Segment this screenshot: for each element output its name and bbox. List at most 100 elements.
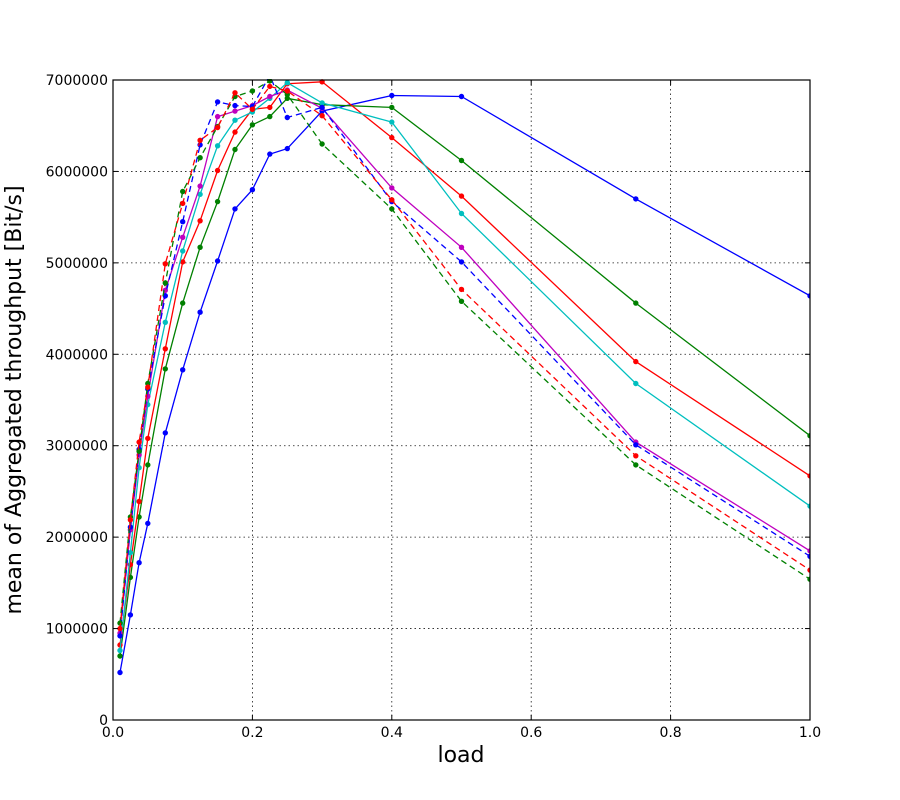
y-tick-label: 2000000: [46, 530, 108, 546]
x-tick-label: 0.4: [381, 725, 403, 741]
data-point: [389, 119, 395, 125]
data-point: [633, 380, 639, 387]
x-axis-label: load: [437, 743, 484, 768]
data-point: [249, 106, 256, 113]
grid-lines: [113, 80, 810, 720]
series-3: [117, 79, 810, 648]
data-point: [267, 104, 273, 111]
data-point: [249, 88, 256, 94]
y-tick-label: 1000000: [46, 622, 108, 638]
data-point: [214, 113, 221, 120]
data-point: [284, 114, 290, 121]
data-point: [214, 258, 221, 264]
data-point: [389, 134, 395, 141]
data-point: [197, 218, 203, 224]
data-point: [284, 80, 290, 86]
data-point: [232, 146, 238, 153]
data-point: [180, 188, 186, 195]
data-point: [232, 90, 238, 96]
data-point: [389, 92, 395, 99]
data-point: [136, 448, 142, 454]
data-point: [180, 234, 186, 241]
data-point: [319, 104, 325, 111]
x-tick-label: 1.0: [799, 725, 821, 741]
y-tick-label: 4000000: [46, 347, 108, 363]
data-point: [145, 384, 151, 390]
data-point: [268, 73, 272, 77]
data-point: [117, 633, 123, 639]
y-tick-label: 6000000: [46, 164, 108, 180]
series-line: [119, 80, 810, 624]
data-point: [197, 244, 203, 251]
data-point: [197, 309, 203, 315]
plot-frame: [112, 79, 811, 721]
data-point: [633, 196, 639, 202]
data-point: [633, 453, 639, 459]
data-point: [458, 210, 465, 217]
data-point: [136, 439, 142, 445]
y-tick-label: 0: [99, 713, 108, 729]
series-line: [119, 85, 810, 629]
x-tick-label: 0.2: [241, 725, 263, 741]
data-point: [162, 280, 169, 286]
series-5: [117, 87, 810, 636]
data-point: [633, 358, 639, 365]
data-point: [267, 151, 273, 157]
data-point: [117, 625, 123, 632]
x-tick-label: 0.6: [520, 725, 542, 741]
data-point: [249, 187, 256, 193]
y-axis-label: mean of Aggregated throughput [Bit/s]: [2, 185, 27, 614]
data-point: [127, 517, 134, 523]
data-point: [117, 647, 123, 654]
data-point: [145, 435, 151, 442]
data-point: [197, 191, 203, 198]
y-tick-label: 3000000: [46, 439, 108, 455]
data-point: [267, 113, 273, 120]
data-point: [162, 366, 169, 372]
data-point: [117, 653, 123, 659]
data-point: [319, 113, 325, 119]
data-point: [162, 430, 169, 436]
data-point: [197, 183, 203, 189]
data-point: [319, 141, 325, 147]
data-point: [162, 346, 169, 352]
series-line: [119, 81, 810, 646]
data-point: [197, 155, 203, 161]
data-point: [232, 206, 238, 212]
y-tick-label: 5000000: [46, 256, 108, 272]
data-point: [214, 124, 221, 131]
data-point: [389, 104, 395, 111]
data-point: [162, 319, 169, 325]
data-point: [458, 244, 465, 251]
data-point: [458, 193, 465, 199]
data-point: [180, 200, 186, 207]
series-group: [117, 73, 810, 676]
x-tick-label: 0.0: [102, 725, 124, 741]
data-point: [319, 100, 325, 106]
data-point: [180, 219, 186, 225]
data-point: [136, 560, 142, 566]
data-point: [389, 197, 395, 203]
x-tick-label: 0.8: [659, 725, 681, 741]
data-point: [284, 88, 290, 94]
series-6: [117, 73, 810, 639]
data-point: [389, 185, 395, 191]
data-point: [180, 367, 186, 373]
data-point: [214, 99, 221, 105]
data-point: [458, 286, 465, 293]
data-point: [232, 117, 238, 123]
data-point: [458, 157, 465, 164]
data-point: [458, 259, 465, 265]
data-point: [232, 129, 238, 135]
series-2: [117, 95, 810, 659]
data-point: [232, 108, 238, 114]
data-point: [145, 520, 151, 527]
axis-ticks: 0.0 0.2 0.4 0.6 0.8 1.0 0 1000000 2000000 3000000…: [46, 73, 821, 741]
data-point: [267, 93, 273, 100]
series-line: [119, 79, 810, 636]
series-4: [117, 80, 810, 654]
data-point: [162, 261, 169, 267]
data-point: [127, 612, 134, 618]
